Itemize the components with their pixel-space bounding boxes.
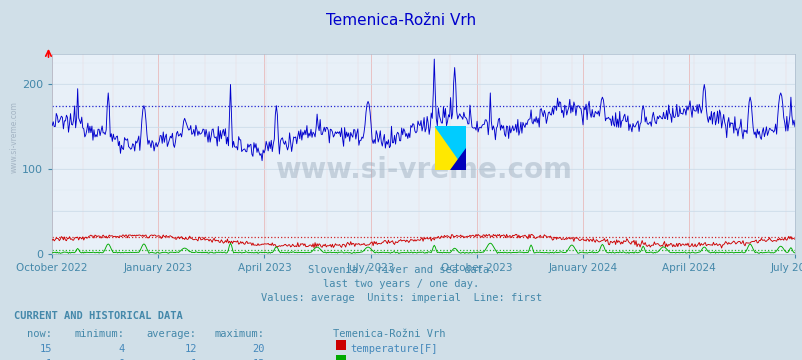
- Text: 12: 12: [184, 344, 196, 354]
- Text: last two years / one day.: last two years / one day.: [323, 279, 479, 289]
- Polygon shape: [434, 126, 465, 170]
- Text: 13: 13: [252, 359, 265, 360]
- Text: now:: now:: [27, 329, 52, 339]
- Text: www.si-vreme.com: www.si-vreme.com: [275, 156, 571, 184]
- Text: Slovenia / river and sea data.: Slovenia / river and sea data.: [307, 265, 495, 275]
- Polygon shape: [450, 148, 465, 170]
- Text: 1: 1: [46, 359, 52, 360]
- Text: 20: 20: [252, 344, 265, 354]
- Text: flow[foot3/min]: flow[foot3/min]: [350, 359, 444, 360]
- Text: 4: 4: [118, 344, 124, 354]
- Text: minimum:: minimum:: [75, 329, 124, 339]
- Text: www.si-vreme.com: www.si-vreme.com: [10, 101, 18, 173]
- Text: temperature[F]: temperature[F]: [350, 344, 437, 354]
- Text: 1: 1: [190, 359, 196, 360]
- Text: average:: average:: [147, 329, 196, 339]
- Polygon shape: [434, 126, 465, 170]
- Text: Values: average  Units: imperial  Line: first: Values: average Units: imperial Line: fi…: [261, 293, 541, 303]
- Text: CURRENT AND HISTORICAL DATA: CURRENT AND HISTORICAL DATA: [14, 311, 183, 321]
- Text: 15: 15: [39, 344, 52, 354]
- Text: maximum:: maximum:: [215, 329, 265, 339]
- Text: 0: 0: [118, 359, 124, 360]
- Text: Temenica-Rožni Vrh: Temenica-Rožni Vrh: [326, 13, 476, 28]
- Text: Temenica-Rožni Vrh: Temenica-Rožni Vrh: [333, 329, 445, 339]
